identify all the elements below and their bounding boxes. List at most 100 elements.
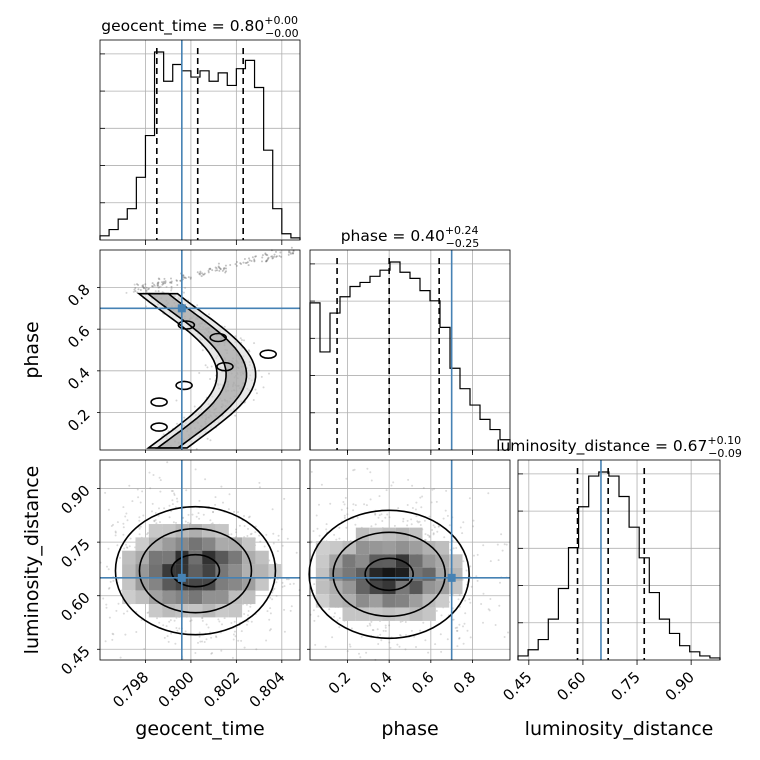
scatter-point xyxy=(402,520,405,523)
scatter-point xyxy=(380,639,383,642)
scatter-point xyxy=(122,612,125,615)
scatter-point xyxy=(352,469,355,472)
scatter-point xyxy=(432,533,435,536)
scatter-point xyxy=(376,628,379,631)
scatter-point xyxy=(265,259,268,262)
scatter-point xyxy=(392,481,395,484)
scatter-point xyxy=(264,252,267,255)
scatter-point xyxy=(386,513,389,516)
scatter-point xyxy=(342,501,345,503)
scatter-point xyxy=(458,623,461,626)
scatter-point xyxy=(312,609,315,612)
density-cell xyxy=(188,604,203,618)
x-tick-label: 0.4 xyxy=(366,668,396,698)
scatter-point xyxy=(156,617,158,620)
scatter-point xyxy=(162,282,165,285)
density-cell xyxy=(382,554,396,568)
scatter-point xyxy=(446,514,449,517)
scatter-point xyxy=(410,523,413,526)
scatter-point xyxy=(224,271,227,274)
density-cell xyxy=(355,580,370,595)
scatter-point xyxy=(505,543,508,546)
y-tick-label: 0.8 xyxy=(64,280,94,310)
scatter-point xyxy=(142,285,145,288)
scatter-point xyxy=(338,526,341,529)
scatter-point xyxy=(157,281,160,284)
scatter-point xyxy=(384,630,387,632)
density-cell xyxy=(422,580,436,595)
scatter-point xyxy=(281,544,284,547)
scatter-point xyxy=(153,283,156,286)
scatter-point xyxy=(292,250,295,253)
scatter-point xyxy=(252,398,255,401)
hist-x-tick-labels-luminosity_distance: 0.45 0.60 0.75 0.90 xyxy=(499,668,698,704)
scatter-point xyxy=(184,630,187,633)
x-tick-label: 0.90 xyxy=(662,668,698,704)
scatter-point xyxy=(269,628,272,631)
scatter-point xyxy=(112,633,115,636)
density-cell xyxy=(202,604,216,618)
scatter-point xyxy=(411,484,414,487)
scatter-point xyxy=(247,610,250,612)
scatter-point xyxy=(428,536,431,539)
scatter-point xyxy=(170,280,173,283)
density-cell xyxy=(395,594,410,608)
scatter-point xyxy=(107,547,110,550)
scatter-point xyxy=(143,287,146,290)
scatter-point xyxy=(175,399,178,402)
scatter-point xyxy=(128,484,131,487)
scatter-point xyxy=(292,251,295,254)
scatter-point xyxy=(194,468,197,471)
scatter-point xyxy=(139,501,142,504)
scatter-point xyxy=(424,533,427,536)
scatter-point xyxy=(119,656,122,659)
x-tick-label: 0.2 xyxy=(325,668,355,698)
scatter-point xyxy=(114,530,117,533)
scatter-point xyxy=(275,594,278,597)
scatter-point xyxy=(202,273,205,276)
contour-inner xyxy=(175,380,193,391)
scatter-point xyxy=(243,258,246,261)
scatter-point xyxy=(338,626,341,629)
scatter-point xyxy=(470,585,473,588)
scatter-point xyxy=(128,545,131,548)
scatter-point xyxy=(247,614,249,617)
scatter-point xyxy=(198,499,201,502)
density-cell xyxy=(188,564,203,578)
scatter-point xyxy=(122,522,125,525)
scatter-point xyxy=(204,478,207,481)
scatter-point xyxy=(146,611,149,614)
scatter-point xyxy=(162,282,165,285)
density-cell xyxy=(409,607,423,621)
density-cell xyxy=(215,564,229,578)
scatter-point xyxy=(199,273,202,276)
scatter-point xyxy=(228,493,231,496)
scatter-point xyxy=(152,474,155,476)
contour-inner xyxy=(259,349,277,359)
y-tick-label: 0.2 xyxy=(64,405,94,435)
scatter-point xyxy=(210,636,213,639)
scatter-point xyxy=(153,519,156,522)
density-cell xyxy=(202,590,216,605)
density-cell xyxy=(342,567,356,581)
scatter-point xyxy=(243,515,245,517)
scatter-point xyxy=(310,540,313,543)
density-cell xyxy=(255,577,269,591)
scatter-point xyxy=(116,544,119,547)
density-cell xyxy=(122,550,136,565)
scatter-point xyxy=(184,277,187,280)
scatter-point xyxy=(209,267,212,270)
scatter-point xyxy=(138,516,141,519)
scatter-point xyxy=(405,634,407,637)
scatter-point xyxy=(422,621,425,624)
scatter-point xyxy=(244,261,247,264)
scatter-point xyxy=(380,513,383,516)
scatter-point xyxy=(268,618,271,621)
scatter-point xyxy=(469,565,472,568)
scatter-point xyxy=(157,284,160,287)
scatter-point xyxy=(430,501,433,504)
scatter-point xyxy=(116,521,119,524)
scatter-point xyxy=(214,496,217,499)
scatter-point xyxy=(138,519,141,522)
density-cell xyxy=(162,564,176,578)
